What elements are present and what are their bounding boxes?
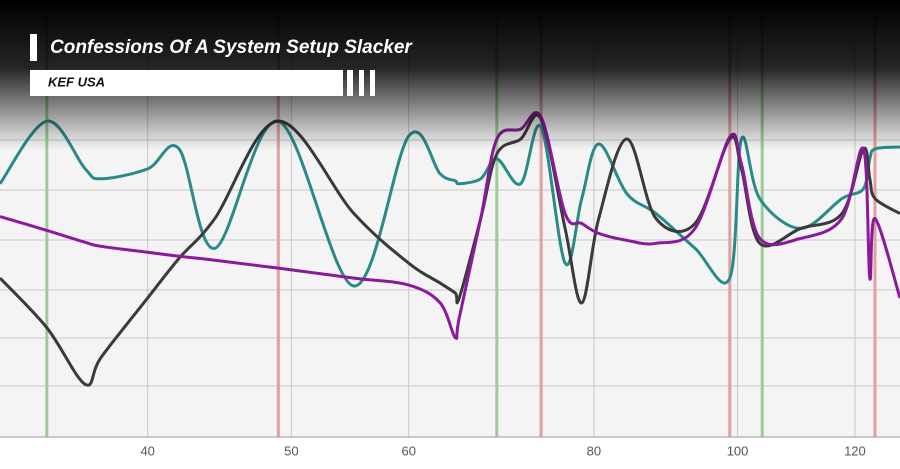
title-bar [30,34,37,61]
stripe [370,70,375,96]
response-curve [0,119,900,288]
tag-label: KEF USA [48,74,105,89]
article-title: Confessions Of A System Setup Slacker [50,37,413,58]
x-tick-label: 60 [401,443,415,458]
stripe [359,70,364,96]
tag-box [30,70,343,96]
x-tick-label: 100 [727,443,749,458]
stripe [347,70,353,96]
x-tick-label: 40 [140,443,154,458]
x-tick-label: 80 [587,443,601,458]
x-tick-label: 120 [844,443,866,458]
x-tick-label: 50 [284,443,298,458]
